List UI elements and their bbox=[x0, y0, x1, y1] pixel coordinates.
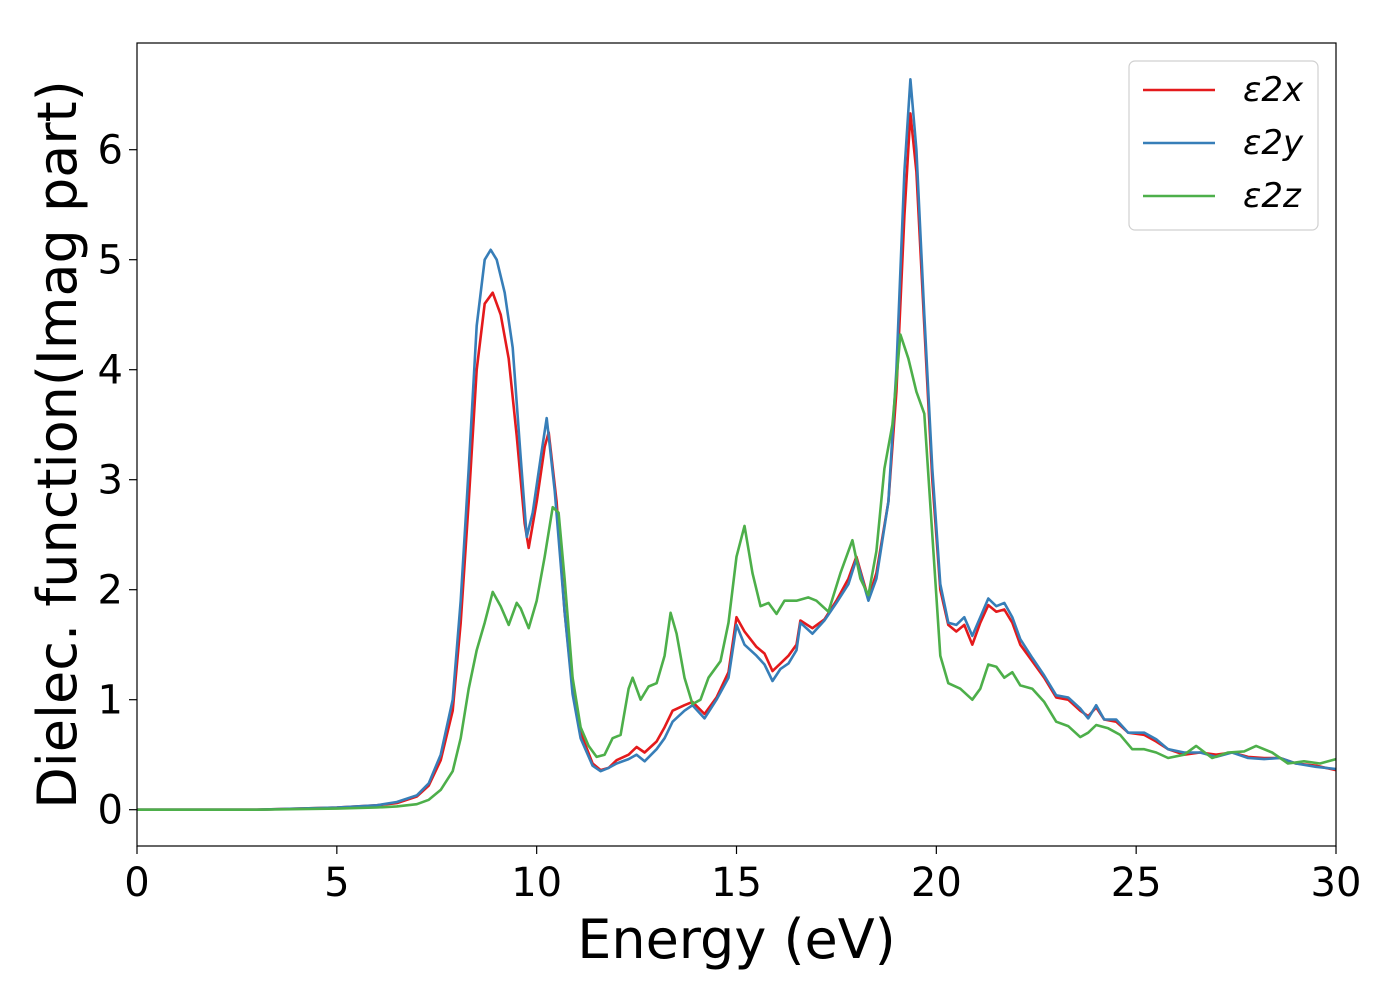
y-tick-label: 1 bbox=[98, 678, 123, 724]
y-axis-ticks: 0 1 2 3 4 5 6 bbox=[98, 128, 137, 834]
legend-entry: ε2z bbox=[1243, 176, 1302, 216]
x-tick-label: 10 bbox=[511, 860, 562, 906]
x-axis-ticks: 0 5 10 15 20 25 30 bbox=[124, 846, 1361, 906]
y-tick-label: 0 bbox=[98, 788, 123, 834]
y-tick-label: 5 bbox=[98, 238, 123, 284]
x-tick-label: 15 bbox=[711, 860, 762, 906]
legend-entry: ε2x bbox=[1243, 70, 1304, 110]
y-tick-label: 6 bbox=[98, 128, 123, 174]
x-tick-label: 5 bbox=[324, 860, 349, 906]
x-tick-label: 25 bbox=[1111, 860, 1162, 906]
x-tick-label: 20 bbox=[911, 860, 962, 906]
series-lines bbox=[137, 78, 1337, 811]
x-axis-title: Energy (eV) bbox=[577, 908, 896, 971]
series-line-3 bbox=[137, 333, 1337, 811]
x-tick-label: 0 bbox=[124, 860, 149, 906]
y-axis-title: Dielec. function(Imag part) bbox=[26, 80, 89, 809]
y-tick-label: 2 bbox=[98, 568, 123, 614]
y-tick-label: 4 bbox=[98, 348, 123, 394]
legend: ε2x ε2y ε2z bbox=[1128, 60, 1319, 231]
legend-entry: ε2y bbox=[1243, 123, 1304, 163]
x-tick-label: 30 bbox=[1311, 860, 1362, 906]
series-line-2 bbox=[137, 78, 1337, 811]
legend-box bbox=[1128, 60, 1319, 231]
y-tick-label: 3 bbox=[98, 458, 123, 504]
